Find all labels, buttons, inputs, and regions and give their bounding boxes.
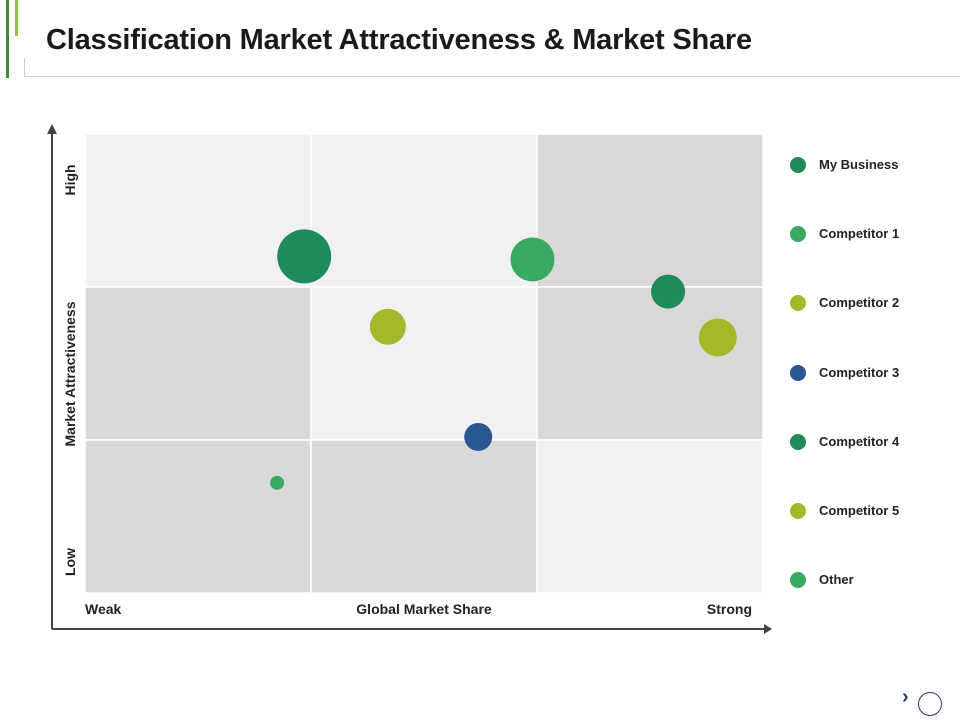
legend-label: Competitor 4 [819, 433, 900, 449]
grid-cell-r0-c0 [84, 133, 312, 288]
x-axis-title: Global Market Share [356, 601, 492, 617]
x-axis-arrowhead [764, 624, 772, 634]
title-divider [24, 76, 960, 77]
bubble-competitor-3-1[interactable] [464, 422, 493, 451]
legend-marker [790, 226, 806, 243]
grid-cell-r2-c1 [310, 439, 538, 594]
legend-label: Competitor 2 [819, 295, 900, 311]
bubble-competitor-2-2[interactable] [698, 318, 737, 357]
legend-marker [790, 364, 806, 381]
legend-label: Competitor 3 [819, 364, 900, 380]
circle-icon[interactable] [918, 692, 942, 716]
legend-label: Other [819, 572, 854, 588]
bubble-my-business-1[interactable] [277, 229, 332, 284]
legend-marker [790, 295, 806, 312]
legend-label: My Business [819, 157, 899, 172]
grid-cell-r1-c1 [310, 286, 538, 441]
legend-label: Competitor 1 [819, 226, 900, 242]
page-title: Classification Market Attractiveness & M… [46, 24, 752, 56]
bubble-other-1[interactable] [270, 475, 285, 490]
y-axis-high-label: High [62, 164, 78, 195]
bubble-competitor-2-1[interactable] [369, 308, 406, 345]
y-axis-title: Market Attractiveness [62, 301, 78, 446]
legend-marker [790, 503, 806, 519]
legend-label: Competitor 5 [819, 503, 900, 518]
legend-marker [790, 433, 806, 450]
grid-cell-r1-c2 [536, 286, 764, 441]
bubble-my-business-2[interactable] [651, 274, 686, 309]
bubble-competitor-1-1[interactable] [510, 237, 555, 282]
title-accent-bar-dark [6, 0, 9, 78]
grid-cell-r2-c0 [84, 439, 312, 594]
title-accent-bar-light [15, 0, 18, 36]
x-axis-high-label: Strong [707, 601, 752, 617]
title-divider-tick [24, 58, 25, 77]
grid-cell-r0-c1 [310, 133, 538, 288]
grid-cell-r0-c2 [536, 133, 764, 288]
legend-marker [790, 572, 806, 589]
grid-cell-r2-c2 [536, 439, 764, 594]
legend-marker [790, 157, 806, 173]
y-axis-low-label: Low [62, 548, 78, 576]
x-axis-low-label: Weak [85, 601, 122, 617]
chevron-right-icon[interactable]: › [902, 686, 909, 708]
grid-cell-r1-c0 [84, 286, 312, 441]
y-axis-arrowhead [47, 124, 57, 134]
